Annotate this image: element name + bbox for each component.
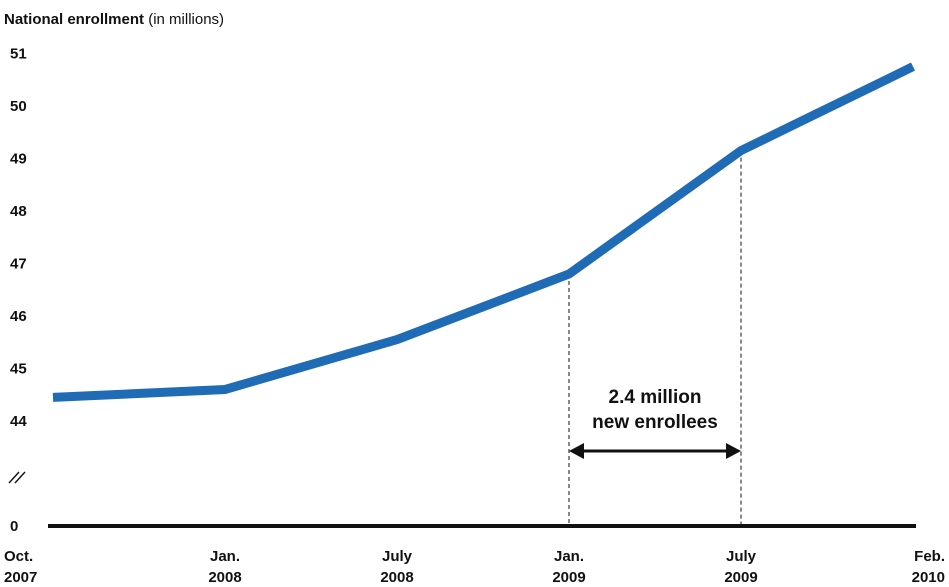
annotation-text-line1: 2.4 million xyxy=(609,387,702,408)
axis-break-mark xyxy=(8,471,26,484)
y-tick-label: 49 xyxy=(10,151,27,168)
chart-title: National enrollment (in millions) xyxy=(4,11,224,28)
enrollment-series-line xyxy=(52,62,915,402)
x-tick-label: Jan. 2009 xyxy=(552,548,585,586)
x-tick-label: Feb. 2010 xyxy=(912,548,945,586)
y-tick-label: 50 xyxy=(10,98,27,115)
x-tick-label: Oct. 2007 xyxy=(4,548,37,586)
x-tick-label: July 2008 xyxy=(380,548,413,586)
x-axis-tick-labels: Oct. 2007 Jan. 2008 July 2008 Jan. 2009 July 2009… xyxy=(4,548,945,586)
enrollee-annotation: 2.4 million new enrollees xyxy=(568,150,742,524)
x-tick-label: Jan. 2008 xyxy=(208,548,241,586)
y-tick-label: 0 xyxy=(10,518,18,535)
y-tick-label: 47 xyxy=(10,256,27,273)
y-axis-tick-labels: 0 44 45 46 47 48 49 50 51 xyxy=(10,46,27,536)
y-tick-label: 45 xyxy=(10,361,27,378)
axis-break-stroke xyxy=(14,471,26,484)
chart-title-bold: National enrollment xyxy=(4,11,144,28)
annotation-arrowhead-left xyxy=(569,443,584,459)
annotation-arrowhead-right xyxy=(726,443,741,459)
x-tick-label: July 2009 xyxy=(724,548,757,586)
y-tick-label: 46 xyxy=(10,308,27,325)
y-tick-label: 44 xyxy=(10,413,27,430)
axis-break-stroke xyxy=(8,471,20,484)
y-tick-label: 51 xyxy=(10,46,27,63)
y-tick-label: 48 xyxy=(10,203,27,220)
annotation-text-line2: new enrollees xyxy=(592,412,718,433)
chart-title-unit: (in millions) xyxy=(144,11,224,28)
